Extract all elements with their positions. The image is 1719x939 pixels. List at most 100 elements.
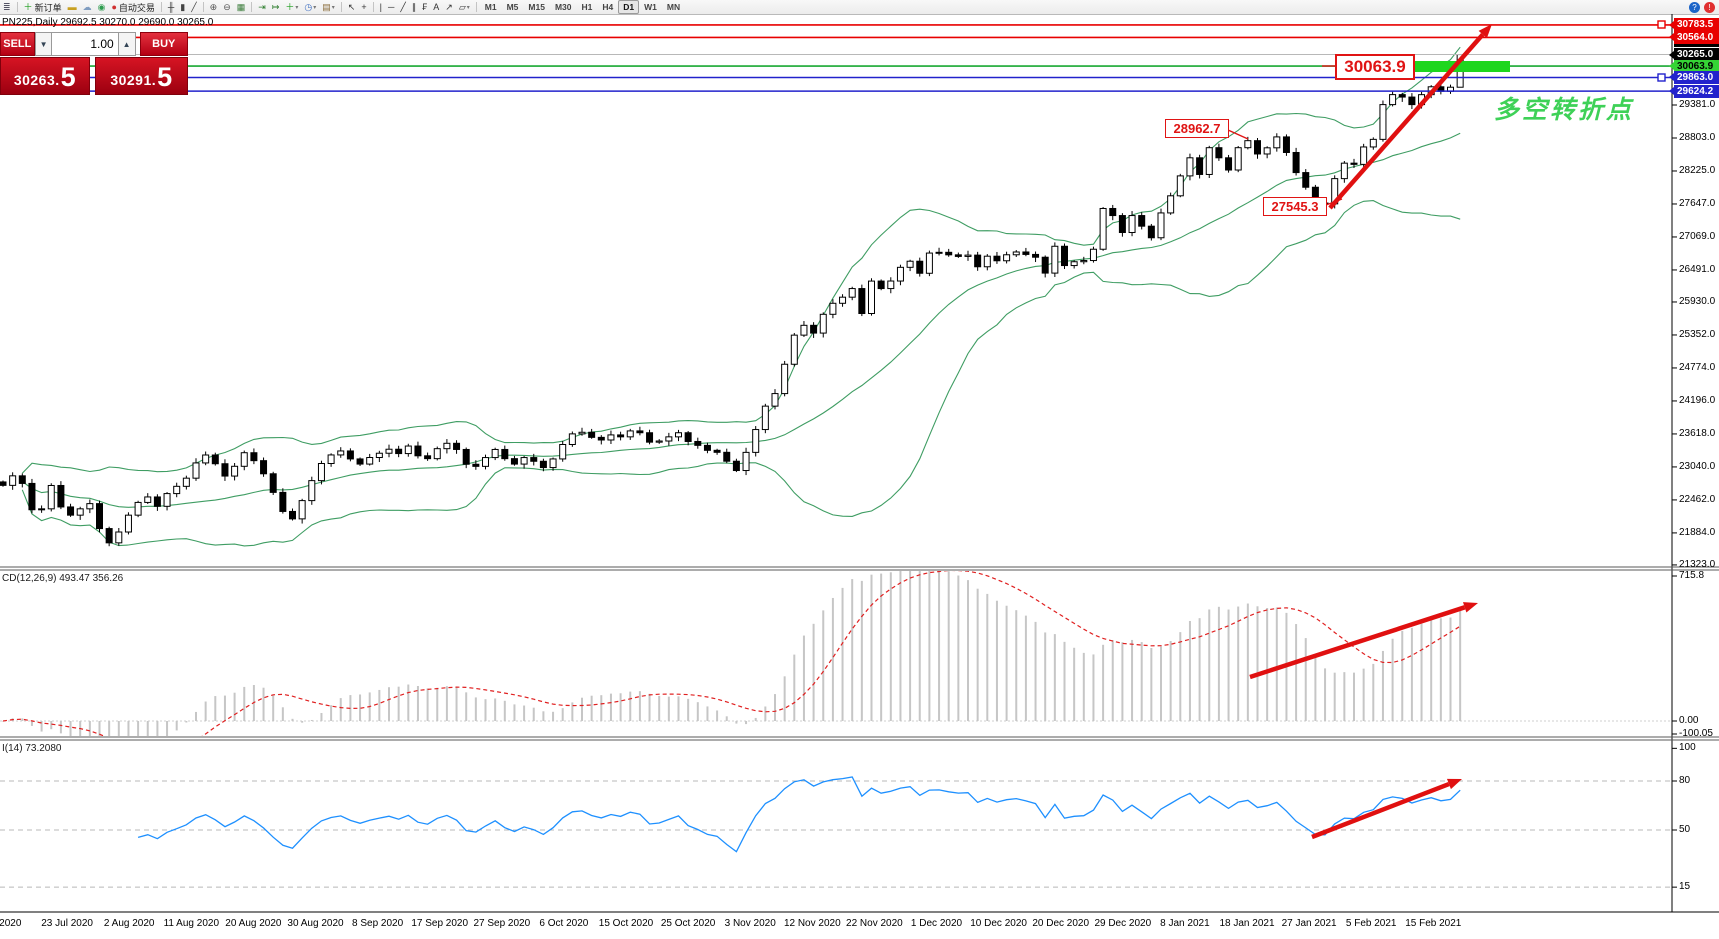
sell-price-pip: 5 [60, 62, 76, 92]
timeframe-button-m5[interactable]: M5 [506, 2, 519, 12]
candlestick-series [0, 54, 1464, 547]
new-order-icon: ＋ [23, 2, 33, 12]
timeframe-button-m1[interactable]: M1 [484, 2, 497, 12]
toolbar-separator [202, 2, 204, 12]
toolbar-separator [160, 2, 162, 12]
new-order-icon[interactable]: ＋新订单 [21, 1, 65, 13]
trendline-icon[interactable]: ╱ [397, 1, 408, 13]
templates-icon: ▤ [322, 2, 331, 12]
sell-price-tile[interactable]: 30263. 5 [0, 57, 90, 95]
dropdown-arrow-icon: ▾ [313, 4, 317, 11]
fibonacci-icon[interactable]: ₣ [419, 1, 430, 13]
price-tick-label: 26491.0 [1679, 263, 1716, 275]
price-tick-label: 25352.0 [1679, 328, 1716, 340]
rsi-scale-label: 80 [1679, 775, 1691, 786]
vertical-line-icon: | [379, 2, 382, 12]
help-icon[interactable]: ? [1689, 1, 1700, 13]
macd-trend-arrow[interactable] [1249, 602, 1478, 680]
fibonacci-icon: ₣ [422, 2, 428, 12]
shapes-icon[interactable]: ▱ ▾ [456, 1, 473, 13]
autotrading-icon[interactable]: ● 自动交易 [108, 1, 157, 13]
arrows-tool-icon[interactable]: ↗ [442, 1, 456, 13]
date-label: 17 Sep 2020 [411, 918, 469, 929]
timeframe-button-w1[interactable]: W1 [644, 2, 657, 12]
gold-icon: ▬ [67, 2, 77, 12]
autotrading-icon: ● [111, 2, 117, 12]
auto-scroll-icon[interactable]: ⇥ [255, 1, 269, 13]
buy-button[interactable]: BUY [139, 32, 188, 56]
date-label: 8 Jan 2021 [1160, 918, 1210, 929]
price-callout-27545[interactable]: 27545.3 [1263, 197, 1327, 216]
horizontal-line-icon: ─ [387, 2, 395, 12]
indicators-icon[interactable]: ＋ ▾ [282, 1, 301, 13]
candlestick-icon: ▮ [180, 2, 186, 12]
timeframe-button-h4[interactable]: H4 [602, 2, 614, 12]
line-drag-handle[interactable] [1657, 20, 1666, 29]
buy-price-tile[interactable]: 30291. 5 [94, 57, 188, 95]
volume-up-button[interactable]: ▲ [117, 32, 136, 56]
timeframe-button-mn[interactable]: MN [666, 2, 681, 12]
price-tick-label: 29381.0 [1679, 99, 1716, 110]
community-icon[interactable]: ! [1704, 1, 1715, 13]
cloud-icon[interactable]: ☁ [80, 1, 95, 13]
timeframe-button-h1[interactable]: H1 [581, 2, 593, 12]
tile-windows-icon[interactable]: ▦ [234, 1, 249, 13]
date-label: 25 Oct 2020 [660, 918, 716, 929]
line-drag-handle[interactable] [1657, 73, 1666, 82]
market-watch-icon[interactable]: ≣ [0, 1, 14, 13]
crosshair-icon[interactable]: + [358, 1, 369, 13]
toolbar-right-icons: ?! [1685, 1, 1719, 13]
channel-icon[interactable]: ∥ [409, 1, 420, 13]
turning-point-note[interactable]: 多空转折点 [1494, 96, 1635, 124]
timeframe-button-d1[interactable]: D1 [618, 0, 640, 14]
price-tick-label: 22462.0 [1679, 493, 1716, 505]
periods-icon[interactable]: ◷ ▾ [301, 1, 319, 13]
cursor-icon: ↖ [347, 2, 356, 12]
main-trend-arrow[interactable] [1328, 24, 1492, 210]
price-tick-label: 27647.0 [1679, 197, 1716, 209]
horizontal-line-icon[interactable]: ─ [385, 1, 397, 13]
rsi-trend-arrow[interactable] [1311, 778, 1462, 840]
price-tick-label: 21323.0 [1679, 558, 1716, 570]
timeframe-button-m15[interactable]: M15 [528, 2, 545, 12]
price-tick-label: 23618.0 [1679, 427, 1716, 439]
signal-icon[interactable]: ◉ [95, 1, 109, 13]
chart-shift-icon[interactable]: ↦ [269, 1, 283, 13]
buy-price: 30291. [110, 72, 157, 88]
green-highlight-bar[interactable] [1412, 61, 1510, 72]
zoom-out-icon[interactable]: ⊖ [220, 1, 234, 13]
bar-chart-icon[interactable]: ╫ [165, 1, 177, 13]
sell-button[interactable]: SELL [0, 32, 35, 56]
date-label: 22 Nov 2020 [846, 918, 903, 929]
indicators-icon: ＋ [285, 2, 295, 12]
templates-icon[interactable]: ▤ ▾ [319, 1, 338, 13]
cursor-icon[interactable]: ↖ [345, 1, 359, 13]
candlestick-icon[interactable]: ▮ [177, 1, 188, 13]
price-tick-label: 21884.0 [1679, 526, 1716, 538]
price-tag-30265.0: 30265.0 [1669, 48, 1719, 62]
price-tick-label: 25930.0 [1679, 295, 1716, 307]
volume-input[interactable]: 1.00 [52, 32, 118, 56]
gold-icon[interactable]: ▬ [65, 1, 80, 13]
price-callout-28962[interactable]: 28962.7 [1165, 119, 1229, 138]
price-tag-30564.0: 30564.0 [1669, 30, 1719, 44]
text-icon: A [433, 2, 440, 12]
date-label: 30 Aug 2020 [287, 918, 344, 929]
macd-scale-label: 0.00 [1679, 715, 1699, 726]
line-chart-icon[interactable]: ╱ [188, 1, 199, 13]
date-label: 18 Jan 2021 [1219, 918, 1275, 929]
cloud-icon: ☁ [82, 2, 92, 12]
bar-chart-icon: ╫ [167, 2, 175, 12]
toolbar-separator [475, 2, 477, 12]
date-label: 11 Aug 2020 [163, 918, 220, 929]
timeframe-button-m30[interactable]: M30 [554, 2, 572, 12]
vertical-line-icon[interactable]: | [377, 1, 385, 13]
text-icon[interactable]: A [430, 1, 442, 13]
date-label: 8 Sep 2020 [352, 918, 404, 929]
price-callout-30063[interactable]: 30063.9 [1335, 54, 1415, 80]
volume-down-button[interactable]: ▼ [34, 32, 53, 56]
zoom-in-icon[interactable]: ⊕ [207, 1, 221, 13]
price-tick-label: 24774.0 [1679, 361, 1716, 373]
date-label: 29 Dec 2020 [1094, 918, 1152, 929]
